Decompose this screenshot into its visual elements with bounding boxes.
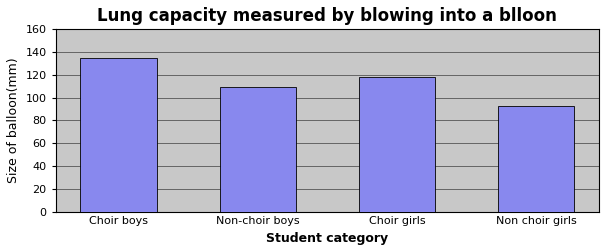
- Bar: [359, 77, 435, 212]
- X-axis label: Student category: Student category: [266, 232, 388, 245]
- Title: Lung capacity measured by blowing into a blloon: Lung capacity measured by blowing into a…: [98, 7, 558, 25]
- Bar: [498, 106, 574, 212]
- Y-axis label: Size of balloon(mm): Size of balloon(mm): [7, 58, 20, 183]
- Bar: [81, 58, 157, 212]
- Bar: [219, 87, 296, 212]
